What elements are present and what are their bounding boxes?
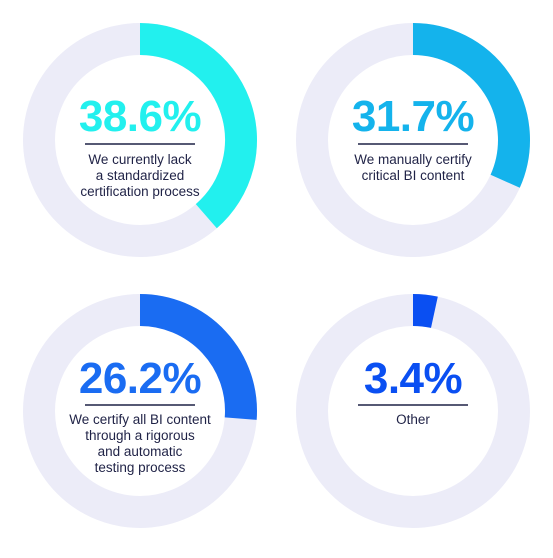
donut-1-label-line-2: a standardized (96, 168, 185, 183)
donut-chart-1: 38.6% We currently lack a standardized c… (23, 23, 257, 257)
donut-1-value: 38.6% (79, 92, 201, 141)
donut-3-label-line-2: through a rigorous (85, 428, 195, 443)
donut-2-label-line-1: We manually certify (354, 152, 472, 167)
donut-3-arc (139, 294, 257, 420)
donut-1-arc (139, 23, 257, 229)
donut-4-arc (412, 294, 438, 329)
donut-2-arc (412, 23, 530, 188)
donut-4-value: 3.4% (364, 354, 462, 403)
donut-1-label-line-1: We currently lack (88, 152, 192, 167)
donut-2-label-line-2: critical BI content (362, 168, 465, 183)
donut-1-label-line-3: certification process (80, 184, 200, 199)
donut-chart-3: 26.2% We certify all BI content through … (23, 294, 257, 528)
donut-4-label-line-1: Other (396, 412, 430, 427)
donut-chart-4: 3.4% Other (296, 294, 530, 528)
donut-4-track (296, 294, 530, 528)
donut-3-label-line-1: We certify all BI content (69, 412, 211, 427)
donut-2-value: 31.7% (352, 92, 474, 141)
donut-3-value: 26.2% (79, 354, 201, 403)
donut-3-label-line-3: and automatic (98, 444, 183, 459)
donut-chart-2: 31.7% We manually certify critical BI co… (296, 23, 530, 257)
donut-3-label-line-4: testing process (95, 460, 186, 475)
